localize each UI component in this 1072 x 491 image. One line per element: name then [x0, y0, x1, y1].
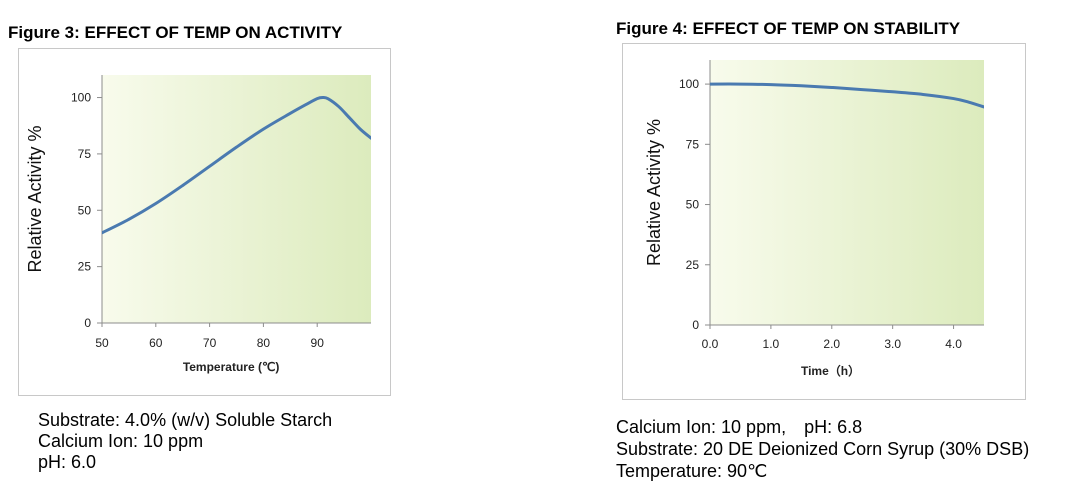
figure-3-y-tick-label: 0	[84, 316, 91, 330]
figure-4-chart-frame: 0 25 50 75 100 0.0 1.0 2.0 3.0 4.0 Time（h） Relative…	[622, 43, 1026, 400]
figure-3-y-tick-label: 50	[78, 203, 92, 217]
figure-3-panel: Figure 3: EFFECT OF TEMP ON ACTIVITY 0 25…	[0, 0, 530, 491]
figure-4-note-line1: Calcium Ion: 10 ppm, pH: 6.8	[616, 416, 1029, 438]
figure-4-y-tick-label: 25	[686, 258, 700, 272]
figure-3-note-substrate: Substrate: 4.0% (w/v) Soluble Starch	[38, 410, 333, 430]
figure-4-x-tick-label: 4.0	[945, 337, 962, 351]
figure-4-chart: 0 25 50 75 100 0.0 1.0 2.0 3.0 4.0 Time（h） Relative…	[644, 60, 984, 378]
figure-4-x-axis-label: Time（h）	[801, 363, 860, 378]
figure-3-chart-frame: 0 25 50 75 100 50 60 70 80 90 Temperature (℃) Relat…	[18, 48, 391, 396]
figure-3-x-tick-label: 90	[311, 336, 325, 350]
figure-3-x-tick-label: 60	[149, 336, 163, 350]
figure-3-chart: 0 25 50 75 100 50 60 70 80 90 Temperature (℃) Relat…	[25, 75, 371, 374]
figure-4-note-calcium: Calcium Ion: 10 ppm,	[616, 417, 787, 437]
figure-4-note-ph: pH: 6.8	[804, 417, 863, 437]
figure-3-note-ph: pH: 6.0	[38, 452, 97, 472]
figure-4-plot-area	[710, 60, 984, 325]
figure-4-note-temperature: Temperature: 90℃	[616, 461, 768, 481]
figure-3-y-tick-label: 75	[78, 147, 92, 161]
figure-3-x-tick-label: 50	[95, 336, 109, 350]
figure-3-conditions: Substrate: 4.0% (w/v) Soluble Starch Cal…	[38, 410, 332, 473]
figure-4-title: Figure 4: EFFECT OF TEMP ON STABILITY	[616, 19, 961, 38]
figure-4-y-axis-label: Relative Activity %	[644, 119, 664, 266]
figure-4-series-line-0	[710, 82, 984, 109]
figure-3-y-tick-label: 100	[71, 91, 91, 105]
figure-4-x-tick-label: 2.0	[823, 337, 840, 351]
figure-4-y-tick-label: 75	[686, 137, 700, 151]
figure-3-plot-area	[102, 75, 371, 323]
figure-4-x-tick-label: 0.0	[702, 337, 719, 351]
figure-4-y-tick-label: 0	[692, 318, 699, 332]
figure-3-series-line-0	[102, 96, 371, 235]
figure-4-x-tick-label: 3.0	[884, 337, 901, 351]
figure-4-note-substrate: Substrate: 20 DE Deionized Corn Syrup (3…	[616, 439, 1030, 459]
figure-4-conditions: Calcium Ion: 10 ppm, pH: 6.8 Substrate: 2…	[616, 416, 1029, 482]
figure-3-x-axis-label: Temperature (℃)	[183, 360, 280, 374]
figure-3-y-axis-label: Relative Activity %	[25, 125, 45, 272]
figure-4-x-tick-label: 1.0	[763, 337, 780, 351]
figure-4-y-tick-label: 100	[679, 77, 699, 91]
figure-3-x-tick-label: 80	[257, 336, 271, 350]
figure-4-y-tick-label: 50	[686, 198, 700, 212]
figure-3-x-tick-label: 70	[203, 336, 217, 350]
figure-3-y-tick-label: 25	[78, 260, 92, 274]
figure-4-panel: Figure 4: EFFECT OF TEMP ON STABILITY 0 2…	[600, 0, 1072, 491]
figure-3-note-calcium: Calcium Ion: 10 ppm	[38, 431, 204, 451]
figure-3-title: Figure 3: EFFECT OF TEMP ON ACTIVITY	[8, 23, 343, 42]
